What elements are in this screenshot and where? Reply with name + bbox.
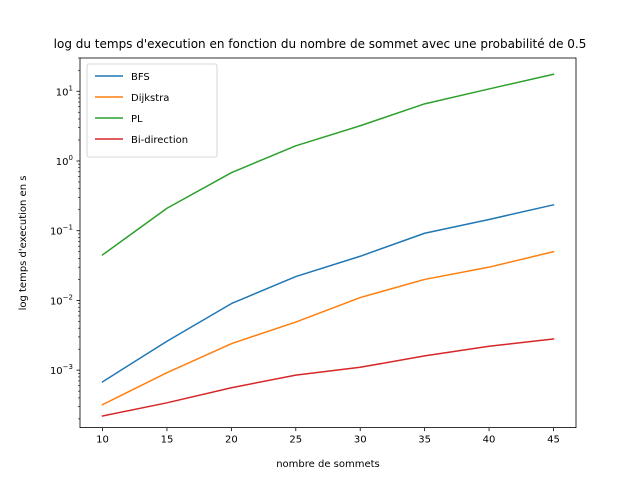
x-tick-label: 10 <box>96 435 109 446</box>
legend-label: PL <box>131 114 143 125</box>
x-tick-label: 40 <box>483 435 496 446</box>
y-tick-label: 10−3 <box>50 363 73 377</box>
y-axis-label: log temps d'execution en s <box>18 176 29 311</box>
series-line-pl <box>101 73 555 256</box>
x-tick-label: 25 <box>289 435 302 446</box>
legend: BFS Dijkstra PL Bi-direction <box>86 63 218 158</box>
plot-frame <box>79 57 577 429</box>
legend-label: BFS <box>131 72 150 83</box>
series-line-bfs <box>101 203 555 383</box>
x-tick-label: 35 <box>418 435 431 446</box>
legend-label: Dijkstra <box>131 93 169 104</box>
x-axis-label: nombre de sommets <box>276 459 380 470</box>
legend-label: Bi-direction <box>131 135 188 146</box>
x-tick-label: 45 <box>547 435 560 446</box>
series-line-dijkstra <box>101 250 555 406</box>
series-line-bi-direction <box>101 338 555 417</box>
x-tick-label: 30 <box>354 435 367 446</box>
y-tick-label: 100 <box>56 154 73 168</box>
legend-box <box>86 63 218 158</box>
y-tick-label: 10−2 <box>50 293 73 307</box>
chart-title: log du temps d'execution en fonction du … <box>54 37 587 51</box>
x-tick-label: 15 <box>161 435 174 446</box>
x-tick-label: 20 <box>225 435 238 446</box>
y-tick-label: 10−1 <box>50 224 73 238</box>
y-tick-label: 101 <box>56 84 73 98</box>
